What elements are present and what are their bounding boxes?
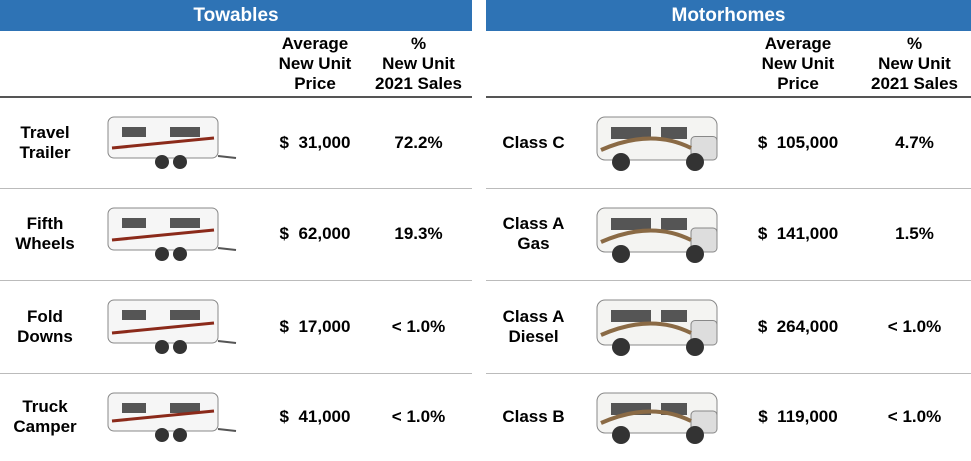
row-name: Class B [486,373,581,461]
header-price: Average New Unit Price [265,31,365,97]
share: 1.5% [895,224,934,243]
text-line: Price [777,74,819,93]
text-line: 2021 Sales [871,74,958,93]
section-title: Motorhomes [486,0,971,31]
row-rule [0,280,472,281]
text-line: Wheels [15,234,75,253]
text-line: New Unit [761,54,835,73]
text-line: Fifth [26,214,64,233]
share: 4.7% [895,132,934,152]
text-line: New Unit [278,54,352,73]
vehicle-image [107,392,237,442]
text-line: % [410,34,427,53]
text-line: Class B [502,407,565,426]
row-name: Fold Downs [0,280,90,373]
row-name: Class C [486,97,581,188]
vehicle-image [107,299,237,354]
text-line: Diesel [508,326,559,346]
text-line: New Unit [382,54,455,73]
text-line: Average [281,34,349,53]
row-name: Class A Diesel [486,280,581,373]
text-line: Trailer [19,142,71,162]
price: $ 105,000 [757,132,839,152]
text-line: Class C [502,132,565,152]
header-price: Average New Unit Price [748,31,848,97]
text-line: Class A [502,214,565,233]
row-name: Class A Gas [486,188,581,280]
share: < 1.0% [887,407,942,426]
row-name: Fifth Wheels [0,188,90,280]
vehicle-image [596,207,718,263]
row-rule [486,373,971,374]
share: 72.2% [394,132,443,152]
text-line: Travel [20,122,70,142]
price: $ 264,000 [757,316,839,336]
text-line: Truck [22,397,68,416]
towables-table: Towables Average New Unit Price% New Unit 202… [0,0,472,461]
vehicle-image [596,299,718,356]
row-name: Truck Camper [0,373,90,461]
price: $ 62,000 [279,224,351,243]
share: < 1.0% [391,407,446,426]
header-share: % New Unit 2021 Sales [858,31,971,97]
section-title: Towables [0,0,472,31]
text-line: 2021 Sales [375,74,462,93]
row-rule [486,280,971,281]
price: $ 17,000 [279,316,351,336]
row-name: Travel Trailer [0,97,90,188]
header-rule [486,96,971,98]
vehicle-image [107,207,237,261]
row-rule [0,188,472,189]
text-line: Downs [17,326,73,346]
text-line: % [906,34,923,53]
row-rule [486,188,971,189]
header-share: % New Unit 2021 Sales [365,31,472,97]
header-rule [0,96,472,98]
share: 19.3% [394,224,443,243]
motorhomes-table: Motorhomes Average New Unit Price% New Unit 2… [486,0,971,461]
vehicle-image [596,116,718,171]
price: $ 31,000 [279,132,351,152]
share: < 1.0% [391,316,446,336]
text-line: Average [764,34,832,53]
text-line: New Unit [878,54,951,73]
text-line: Class A [502,306,565,326]
price: $ 141,000 [757,224,839,243]
text-line: Camper [13,417,77,436]
row-rule [0,373,472,374]
price: $ 41,000 [279,407,351,426]
text-line: Price [294,74,336,93]
share: < 1.0% [887,316,942,336]
text-line: Gas [517,234,550,253]
text-line: Fold [27,306,63,326]
price: $ 119,000 [758,407,838,426]
vehicle-image [596,392,718,444]
vehicle-image [107,116,237,169]
